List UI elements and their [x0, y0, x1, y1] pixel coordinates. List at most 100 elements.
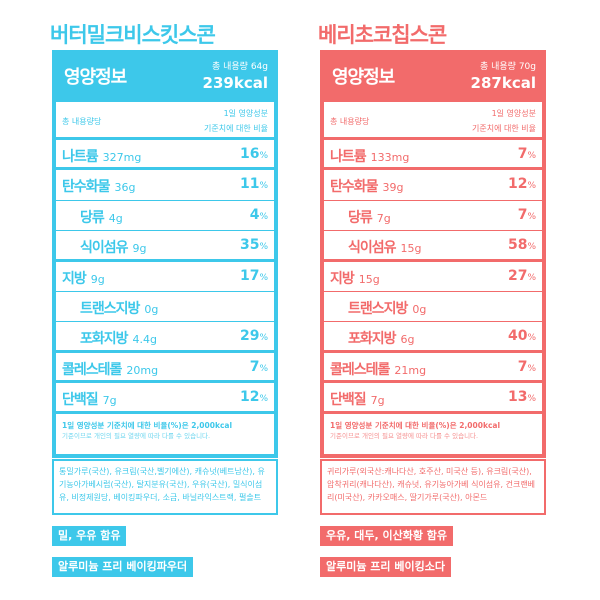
nutrient-amount: 4g — [108, 211, 123, 225]
daily-value-label-line2: 기준치에 대한 비율 — [204, 124, 268, 133]
product-title: 베리초코칩스콘 — [318, 23, 447, 47]
nutrient-label: 지방 — [62, 270, 87, 287]
percent-sign: % — [527, 242, 536, 253]
nutrient-row: 트랜스지방 0g — [324, 292, 542, 323]
serving-basis-label: 총 내용량당 — [62, 117, 102, 126]
nutrient-percent-value: 13 — [507, 389, 528, 406]
percent-sign: % — [259, 151, 268, 161]
percent-sign: % — [527, 211, 536, 222]
nutrient-amount: 15g — [400, 242, 422, 256]
calories: 287kcal — [470, 74, 536, 92]
nutrient-daily-percent: 27% — [508, 268, 536, 284]
nutrition-subheader: 총 내용량당 1일 영양성분 기준치에 대한 비율 — [56, 102, 274, 140]
nutrient-name: 탄수화물 39g — [330, 176, 404, 196]
nutrient-daily-percent: 12% — [508, 176, 536, 192]
nutrient-percent-value: 12 — [239, 389, 260, 406]
nutrient-label: 나트륨 — [330, 149, 367, 165]
nutrient-row: 식이섬유 9g 35% — [56, 231, 274, 262]
nutrient-percent-value: 29 — [239, 328, 260, 345]
nutrient-name: 당류 7g — [348, 207, 391, 227]
footnote-line1: 1일 영양성분 기준치에 대한 비율(%)은 2,000kcal — [330, 420, 501, 430]
nutrient-daily-percent: 12% — [240, 389, 268, 405]
nutrient-amount: 0g — [412, 302, 427, 316]
nutrient-amount: 9g — [90, 272, 105, 286]
nutrient-row: 포화지방 4.4g 29% — [56, 322, 274, 353]
nutrient-label: 지방 — [330, 270, 355, 287]
nutrient-label: 당류 — [80, 209, 105, 226]
nutrient-rows: 나트륨 327mg 16% 탄수화물 36g 11% 당류 4g 4% 식이섬유 9g 35% 지방 9g… — [56, 140, 274, 414]
nutrient-label: 탄수화물 — [330, 179, 379, 196]
nutrient-amount: 133mg — [370, 151, 410, 164]
nutrient-percent-value: 7 — [517, 146, 528, 162]
nutrient-row: 탄수화물 36g 11% — [56, 170, 274, 201]
nutrition-header: 영양정보 총 내용량 64g 239kcal — [56, 54, 274, 102]
nutrient-label: 트랜스지방 — [348, 300, 408, 317]
nutrition-subheader: 총 내용량당 1일 영양성분 기준치에 대한 비율 — [324, 102, 542, 140]
nutrient-name: 나트륨 327mg — [62, 146, 141, 166]
allergen-badge: 밀, 우유 함유 — [52, 526, 127, 546]
nutrient-amount: 20mg — [126, 363, 159, 377]
nutrition-label: 영양정보 총 내용량 64g 239kcal 총 내용량당 1일 영양성분 기준… — [52, 50, 278, 458]
nutrition-label: 영양정보 총 내용량 70g 287kcal 총 내용량당 1일 영양성분 기준… — [320, 50, 546, 458]
nutrition-header-title: 영양정보 — [64, 67, 127, 88]
nutrient-name: 포화지방 6g — [348, 328, 415, 348]
product-card-buttermilk: 버터밀크비스킷스콘 영양정보 총 내용량 64g 239kcal 총 내용량당 … — [50, 20, 284, 577]
nutrient-amount: 9g — [132, 242, 147, 256]
nutrient-amount: 7g — [376, 211, 391, 225]
nutrient-amount: 15g — [358, 272, 380, 286]
serving-basis-label: 총 내용량당 — [330, 117, 370, 126]
nutrient-daily-percent: 7% — [250, 359, 268, 375]
nutrient-name: 식이섬유 15g — [348, 237, 422, 257]
nutrient-name: 지방 15g — [330, 268, 380, 288]
nutrient-name: 식이섬유 9g — [80, 237, 147, 257]
nutrient-daily-percent: 16% — [240, 146, 268, 162]
nutrient-label: 단백질 — [330, 392, 367, 409]
daily-value-label-line2: 기준치에 대한 비율 — [472, 124, 536, 133]
nutrient-percent-value: 7 — [517, 206, 528, 223]
nutrient-amount: 36g — [114, 181, 136, 195]
nutrient-name: 포화지방 4.4g — [80, 328, 157, 348]
nutrient-label: 트랜스지방 — [80, 300, 140, 317]
allergen-badge: 우유, 대두, 이산화황 함유 — [320, 526, 454, 546]
nutrient-daily-percent: 7% — [518, 146, 536, 162]
percent-sign: % — [259, 211, 268, 222]
percent-sign: % — [259, 272, 268, 283]
nutrient-daily-percent: 11% — [240, 176, 268, 192]
nutrient-amount: 39g — [382, 181, 404, 195]
nutrient-name: 지방 9g — [62, 268, 105, 288]
percent-sign: % — [527, 151, 536, 161]
nutrient-row: 당류 7g 7% — [324, 201, 542, 232]
nutrient-percent-value: 11 — [239, 176, 260, 193]
nutrient-label: 콜레스테롤 — [330, 361, 390, 378]
serving-size: 총 내용량 70g — [479, 62, 536, 72]
nutrient-name: 당류 4g — [80, 207, 123, 227]
daily-value-label: 1일 영양성분 기준치에 대한 비율 — [472, 106, 536, 136]
footnote-line2: 기준이므로 개인의 필요 열량에 따라 다를 수 있습니다. — [62, 431, 211, 440]
daily-value-label: 1일 영양성분 기준치에 대한 비율 — [204, 106, 268, 136]
nutrient-amount: 327mg — [102, 151, 142, 164]
feature-badge: 알루미늄 프리 베이킹소다 — [320, 557, 451, 577]
percent-sign: % — [527, 363, 536, 374]
percent-sign: % — [527, 181, 536, 192]
percent-sign: % — [527, 272, 536, 283]
percent-sign: % — [259, 333, 268, 344]
nutrition-header: 영양정보 총 내용량 70g 287kcal — [324, 54, 542, 102]
nutrient-row: 단백질 7g 13% — [324, 383, 542, 414]
product-title: 버터밀크비스킷스콘 — [50, 23, 216, 47]
nutrient-name: 단백질 7g — [62, 389, 117, 409]
percent-sign: % — [527, 333, 536, 344]
nutrient-row: 탄수화물 39g 12% — [324, 170, 542, 201]
nutrient-label: 포화지방 — [80, 331, 129, 348]
nutrient-daily-percent: 35% — [240, 237, 268, 253]
nutrient-name: 탄수화물 36g — [62, 176, 136, 196]
nutrient-daily-percent: 7% — [518, 359, 536, 375]
percent-sign: % — [259, 242, 268, 253]
nutrient-label: 나트륨 — [62, 149, 99, 165]
nutrient-percent-value: 16 — [239, 146, 260, 162]
nutrient-amount: 7g — [102, 394, 117, 408]
nutrient-daily-percent: 13% — [508, 389, 536, 405]
ingredients-list: 통밀가루(국산), 유크림(국산,벨기에산), 캐슈넛(베트남산), 유기농아가… — [52, 458, 278, 515]
nutrient-label: 콜레스테롤 — [62, 361, 122, 378]
nutrient-daily-percent: 40% — [508, 328, 536, 344]
percent-sign: % — [259, 363, 268, 374]
